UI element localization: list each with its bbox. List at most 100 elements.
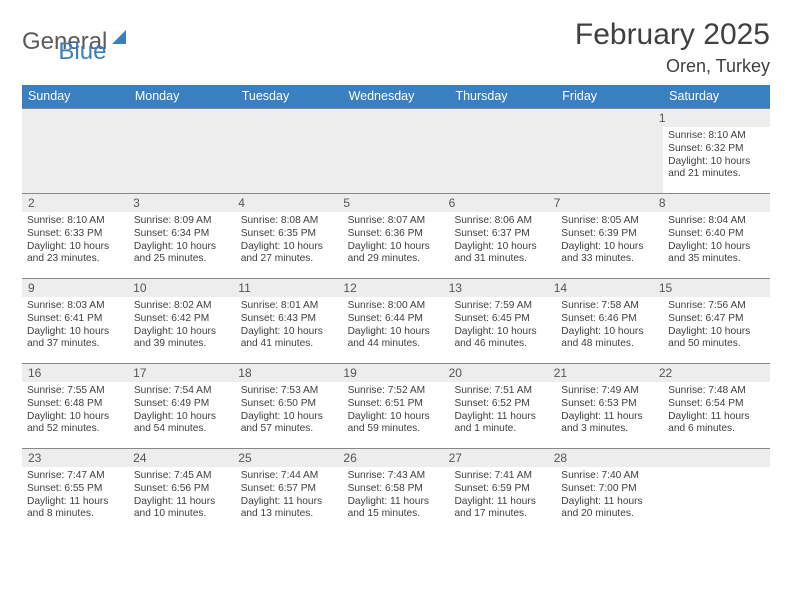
daylight-line-2: and 44 minutes. — [348, 338, 445, 351]
sunrise: Sunrise: 8:08 AM — [241, 215, 338, 228]
daylight-line-1: Daylight: 10 hours — [561, 241, 658, 254]
header: General Blue February 2025 Oren, Turkey — [22, 18, 770, 77]
day-cell: Sunrise: 8:06 AMSunset: 6:37 PMDaylight:… — [449, 212, 556, 278]
sunrise: Sunrise: 7:55 AM — [27, 385, 124, 398]
day-cell: Sunrise: 7:44 AMSunset: 6:57 PMDaylight:… — [236, 467, 343, 533]
daylight-line-1: Daylight: 11 hours — [668, 411, 765, 424]
daynum-row: 16171819202122 — [22, 364, 770, 382]
daylight-line-1: Daylight: 11 hours — [561, 411, 658, 424]
daylight-line-1: Daylight: 10 hours — [348, 326, 445, 339]
sunset: Sunset: 6:36 PM — [348, 228, 445, 241]
daylight-line-2: and 37 minutes. — [27, 338, 124, 351]
daynum-cell: 16 — [28, 366, 133, 380]
sunrise: Sunrise: 8:01 AM — [241, 300, 338, 313]
daynum-cell — [659, 451, 764, 465]
sunrise: Sunrise: 7:51 AM — [454, 385, 551, 398]
daylight-line-1: Daylight: 10 hours — [668, 241, 765, 254]
sunrise: Sunrise: 8:00 AM — [348, 300, 445, 313]
day-cell — [129, 127, 236, 193]
week-block: 16171819202122Sunrise: 7:55 AMSunset: 6:… — [22, 363, 770, 448]
sunrise: Sunrise: 7:53 AM — [241, 385, 338, 398]
brand-word-2: Blue — [58, 38, 106, 66]
day-cell: Sunrise: 7:59 AMSunset: 6:45 PMDaylight:… — [449, 297, 556, 363]
day-cell — [22, 127, 129, 193]
sunrise: Sunrise: 7:44 AM — [241, 470, 338, 483]
daynum-cell: 2 — [28, 196, 133, 210]
sunset: Sunset: 6:35 PM — [241, 228, 338, 241]
week-block: 1Sunrise: 8:10 AMSunset: 6:32 PMDaylight… — [22, 108, 770, 193]
daylight-line-1: Daylight: 10 hours — [241, 326, 338, 339]
daylight-line-2: and 8 minutes. — [27, 508, 124, 521]
dow-cell: Sunday — [22, 85, 129, 108]
sunrise: Sunrise: 7:52 AM — [348, 385, 445, 398]
day-cell: Sunrise: 8:10 AMSunset: 6:32 PMDaylight:… — [663, 127, 770, 193]
daylight-line-2: and 27 minutes. — [241, 253, 338, 266]
daylight-line-2: and 15 minutes. — [348, 508, 445, 521]
day-cell: Sunrise: 7:52 AMSunset: 6:51 PMDaylight:… — [343, 382, 450, 448]
sunset: Sunset: 6:43 PM — [241, 313, 338, 326]
daylight-line-1: Daylight: 10 hours — [241, 411, 338, 424]
day-cell: Sunrise: 8:04 AMSunset: 6:40 PMDaylight:… — [663, 212, 770, 278]
sunset: Sunset: 6:58 PM — [348, 483, 445, 496]
daylight-line-2: and 13 minutes. — [241, 508, 338, 521]
day-cell — [663, 467, 770, 533]
sunset: Sunset: 6:51 PM — [348, 398, 445, 411]
daynum-cell — [449, 111, 554, 125]
daylight-line-2: and 31 minutes. — [454, 253, 551, 266]
sunrise: Sunrise: 8:04 AM — [668, 215, 765, 228]
daynum-cell: 11 — [238, 281, 343, 295]
daylight-line-1: Daylight: 11 hours — [134, 496, 231, 509]
sunset: Sunset: 6:48 PM — [27, 398, 124, 411]
daylight-line-2: and 48 minutes. — [561, 338, 658, 351]
daynum-cell: 9 — [28, 281, 133, 295]
daylight-line-1: Daylight: 10 hours — [134, 241, 231, 254]
daylight-line-2: and 41 minutes. — [241, 338, 338, 351]
daylight-line-1: Daylight: 10 hours — [241, 241, 338, 254]
sunrise: Sunrise: 8:09 AM — [134, 215, 231, 228]
daynum-cell: 23 — [28, 451, 133, 465]
daynum-cell: 6 — [449, 196, 554, 210]
daylight-line-1: Daylight: 10 hours — [27, 326, 124, 339]
brand-logo: General Blue — [22, 18, 106, 66]
daylight-line-1: Daylight: 10 hours — [348, 411, 445, 424]
day-cell: Sunrise: 7:47 AMSunset: 6:55 PMDaylight:… — [22, 467, 129, 533]
sunset: Sunset: 6:50 PM — [241, 398, 338, 411]
day-cell: Sunrise: 8:01 AMSunset: 6:43 PMDaylight:… — [236, 297, 343, 363]
calendar: Sunday Monday Tuesday Wednesday Thursday… — [22, 85, 770, 533]
daylight-line-1: Daylight: 11 hours — [454, 496, 551, 509]
daylight-line-2: and 17 minutes. — [454, 508, 551, 521]
daynum-cell: 4 — [238, 196, 343, 210]
daylight-line-2: and 59 minutes. — [348, 423, 445, 436]
sunset: Sunset: 6:32 PM — [668, 143, 765, 156]
day-cell: Sunrise: 8:07 AMSunset: 6:36 PMDaylight:… — [343, 212, 450, 278]
sunrise: Sunrise: 8:03 AM — [27, 300, 124, 313]
daynum-cell: 14 — [554, 281, 659, 295]
day-body-row: Sunrise: 7:55 AMSunset: 6:48 PM Daylight:… — [22, 382, 770, 448]
daynum-row: 9101112131415 — [22, 279, 770, 297]
day-body-row: Sunrise: 8:10 AMSunset: 6:33 PMDaylight:… — [22, 212, 770, 278]
daylight-line-1: Daylight: 11 hours — [348, 496, 445, 509]
day-cell: Sunrise: 8:09 AMSunset: 6:34 PMDaylight:… — [129, 212, 236, 278]
day-cell: Sunrise: 8:02 AMSunset: 6:42 PMDaylight:… — [129, 297, 236, 363]
daylight-line-1: Daylight: 11 hours — [561, 496, 658, 509]
title-block: February 2025 Oren, Turkey — [575, 18, 770, 77]
sunset: Sunset: 6:45 PM — [454, 313, 551, 326]
sunrise: Sunrise: 7:48 AM — [668, 385, 765, 398]
daynum-cell: 20 — [449, 366, 554, 380]
sunset: Sunset: 6:57 PM — [241, 483, 338, 496]
dow-cell: Monday — [129, 85, 236, 108]
sunset: Sunset: 6:41 PM — [27, 313, 124, 326]
daylight-line-2: and 23 minutes. — [27, 253, 124, 266]
sunset: Sunset: 6:53 PM — [561, 398, 658, 411]
month-title: February 2025 — [575, 18, 770, 52]
day-cell: Sunrise: 7:53 AMSunset: 6:50 PMDaylight:… — [236, 382, 343, 448]
dow-cell: Friday — [556, 85, 663, 108]
sunrise: Sunrise: 7:49 AM — [561, 385, 658, 398]
sunset: Sunset: 6:54 PM — [668, 398, 765, 411]
sunset: Sunset: 6:55 PM — [27, 483, 124, 496]
sunset: Sunset: 7:00 PM — [561, 483, 658, 496]
sunrise: Sunrise: 8:10 AM — [668, 130, 765, 143]
daylight-line-2: and 39 minutes. — [134, 338, 231, 351]
day-cell: Sunrise: 8:05 AMSunset: 6:39 PMDaylight:… — [556, 212, 663, 278]
daynum-cell — [554, 111, 659, 125]
